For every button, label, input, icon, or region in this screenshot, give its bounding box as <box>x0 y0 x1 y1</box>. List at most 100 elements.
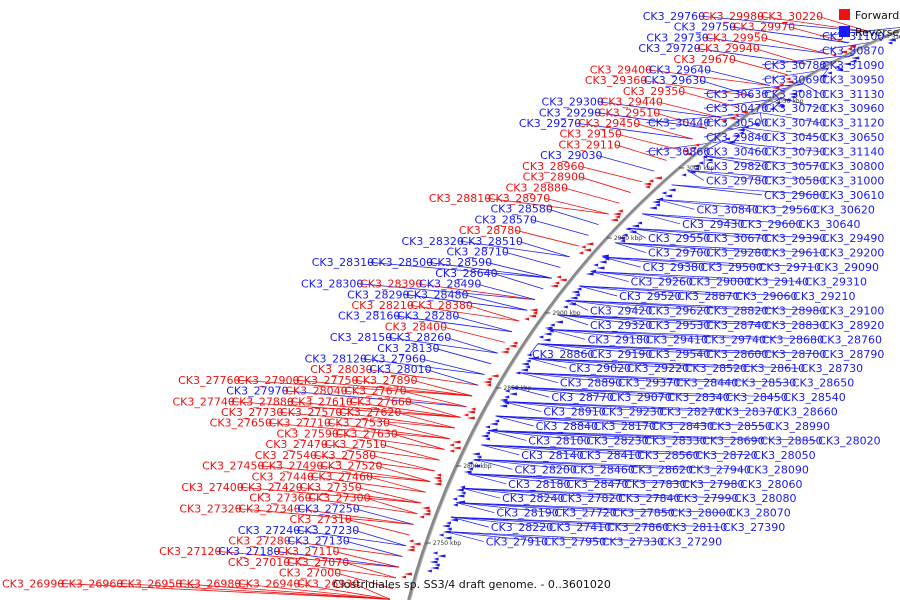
leader-line <box>704 155 763 167</box>
reverse-gene-arrow <box>452 503 458 507</box>
left-gene-label: CK3_28160 <box>338 310 400 323</box>
reverse-gene-arrow <box>437 554 446 558</box>
right-gene-label: CK3_29380 <box>643 261 705 274</box>
right-gene-label: CK3_27950 <box>544 536 606 549</box>
right-gene-label: CK3_28460 <box>573 463 635 476</box>
right-gene-label: CK3_30670 <box>706 232 768 245</box>
right-gene-label: CK3_27840 <box>618 492 680 505</box>
leader-line <box>557 314 647 326</box>
leader-line <box>656 198 753 210</box>
right-gene-label: CK3_28450 <box>725 391 787 404</box>
forward-gene-arrow <box>504 347 510 351</box>
forward-gene-arrow <box>614 215 620 219</box>
right-gene-label: CK3_28690 <box>702 434 764 447</box>
reverse-gene-arrow <box>463 470 472 474</box>
leader-line <box>678 90 737 108</box>
right-gene-label: CK3_28790 <box>822 348 884 361</box>
leader-line <box>642 213 739 225</box>
reverse-gene-arrow <box>509 386 518 390</box>
reverse-gene-arrow <box>776 104 785 108</box>
leader-line <box>294 507 414 525</box>
right-gene-label: CK3_27980 <box>682 478 744 491</box>
forward-gene-arrow <box>486 383 492 387</box>
leader-line <box>481 444 694 456</box>
right-gene-label: CK3_28190 <box>496 507 558 520</box>
reverse-gene-arrow <box>596 266 605 270</box>
left-gene-label: CK3_28120 <box>305 353 367 366</box>
leader-line <box>407 304 520 322</box>
reverse-gene-arrow <box>574 293 580 297</box>
leader-line <box>628 227 647 239</box>
right-gene-label: CK3_28870 <box>677 290 739 303</box>
leader-line <box>656 198 695 210</box>
leader-line <box>547 328 818 340</box>
leader-line <box>721 141 821 152</box>
forward-gene-arrow <box>500 350 509 354</box>
leader-line <box>788 26 848 44</box>
right-gene-label: CK3_28860 <box>532 348 594 361</box>
reverse-gene-arrow <box>544 326 553 330</box>
leader-line <box>385 336 498 354</box>
right-gene-label: CK3_29600 <box>740 218 802 231</box>
backbone-line <box>407 28 900 600</box>
right-gene-label: CK3_27860 <box>607 521 669 534</box>
leader-line <box>642 213 797 225</box>
leader-line <box>366 475 426 493</box>
leader-line <box>656 198 811 210</box>
left-gene-label: CK3_27900 <box>237 374 299 387</box>
leader-line <box>721 141 763 152</box>
forward-gene-arrow <box>683 152 692 156</box>
reverse-gene-arrow <box>651 200 660 204</box>
leader-line <box>645 112 761 124</box>
leader-line <box>332 433 445 450</box>
leader-line <box>759 112 763 123</box>
right-gene-label: CK3_29260 <box>631 276 693 289</box>
right-gene-label: CK3_28650 <box>792 377 854 390</box>
right-gene-label: CK3_31000 <box>822 174 884 187</box>
reverse-gene-arrow <box>543 332 552 336</box>
leader-line <box>602 256 757 268</box>
leader-line <box>393 315 513 333</box>
leader-line <box>488 430 643 441</box>
leader-line <box>369 454 435 472</box>
leader-line <box>57 582 391 600</box>
left-gene-label: CK3_27230 <box>297 524 359 537</box>
right-gene-label: CK3_30640 <box>798 218 860 231</box>
forward-gene-arrow <box>848 44 857 48</box>
right-gene-label: CK3_30610 <box>822 189 884 202</box>
leader-line <box>537 343 821 355</box>
reverse-gene-arrow <box>887 38 896 42</box>
left-gene-label: CK3_29030 <box>540 149 602 162</box>
leader-line <box>488 430 701 441</box>
leader-line <box>557 314 821 326</box>
right-gene-label: CK3_28700 <box>764 348 826 361</box>
leader-line <box>468 473 507 485</box>
right-gene-label: CK3_29700 <box>648 247 710 260</box>
reverse-gene-arrow <box>631 224 640 228</box>
leader-line <box>529 343 539 354</box>
leader-line <box>656 101 722 119</box>
right-gene-label: CK3_30460 <box>706 146 768 159</box>
left-gene-label: CK3_26940 <box>238 577 300 590</box>
reverse-gene-arrow <box>564 299 570 303</box>
left-gene-label: CK3_29940 <box>697 42 759 55</box>
leader-line <box>445 531 542 542</box>
right-gene-label: CK3_28920 <box>822 319 884 332</box>
forward-gene-arrow <box>694 143 700 147</box>
left-gene-label: CK3_28510 <box>461 235 523 248</box>
right-gene-label: CK3_30800 <box>822 160 884 173</box>
left-gene-label: CK3_29510 <box>598 106 660 119</box>
leader-line <box>537 343 647 355</box>
right-gene-label: CK3_27720 <box>554 507 616 520</box>
reverse-gene-arrow <box>790 95 796 99</box>
left-gene-label: CK3_27070 <box>287 556 349 569</box>
right-gene-label: CK3_28330 <box>644 434 706 447</box>
leader-line <box>445 531 600 542</box>
leader-line <box>276 411 456 429</box>
reverse-gene-arrow <box>429 560 438 564</box>
right-gene-label: CK3_29280 <box>706 247 768 260</box>
right-gene-label: CK3_29310 <box>805 276 867 289</box>
reverse-gene-arrow <box>691 164 700 168</box>
leader-line <box>360 358 485 375</box>
left-gene-label: CK3_27730 <box>221 406 283 419</box>
